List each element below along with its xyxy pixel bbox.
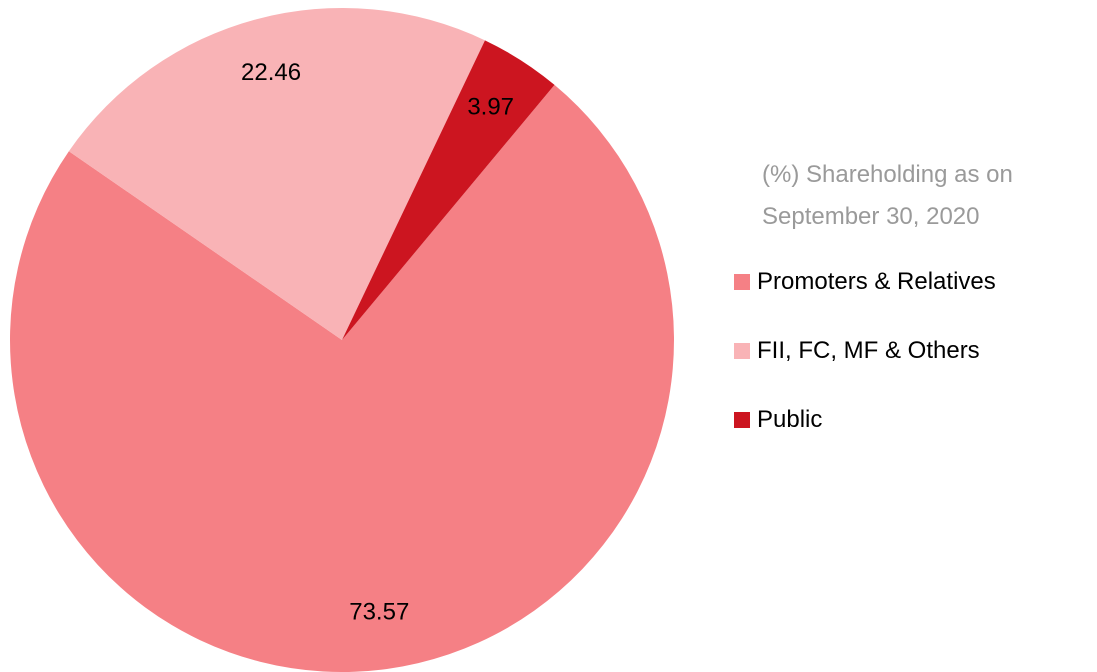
legend-title: (%) Shareholding as on September 30, 202… bbox=[762, 161, 1013, 230]
legend-item: Public bbox=[734, 406, 822, 434]
data-label: 73.57 bbox=[349, 598, 409, 625]
legend-label: Public bbox=[757, 406, 823, 433]
pie-slice bbox=[342, 40, 555, 341]
data-label: 22.46 bbox=[241, 59, 301, 86]
legend-swatch bbox=[734, 274, 750, 290]
legend-item: FII, FC, MF & Others bbox=[734, 337, 980, 365]
legend-label: FII, FC, MF & Others bbox=[757, 337, 980, 364]
pie-slice bbox=[68, 8, 485, 340]
legend-swatch bbox=[734, 343, 750, 359]
data-label: 3.97 bbox=[467, 93, 514, 120]
legend-item: Promoters & Relatives bbox=[734, 268, 996, 296]
legend-swatch bbox=[734, 412, 750, 428]
pie-slice bbox=[9, 84, 675, 672]
legend-label: Promoters & Relatives bbox=[757, 268, 996, 295]
